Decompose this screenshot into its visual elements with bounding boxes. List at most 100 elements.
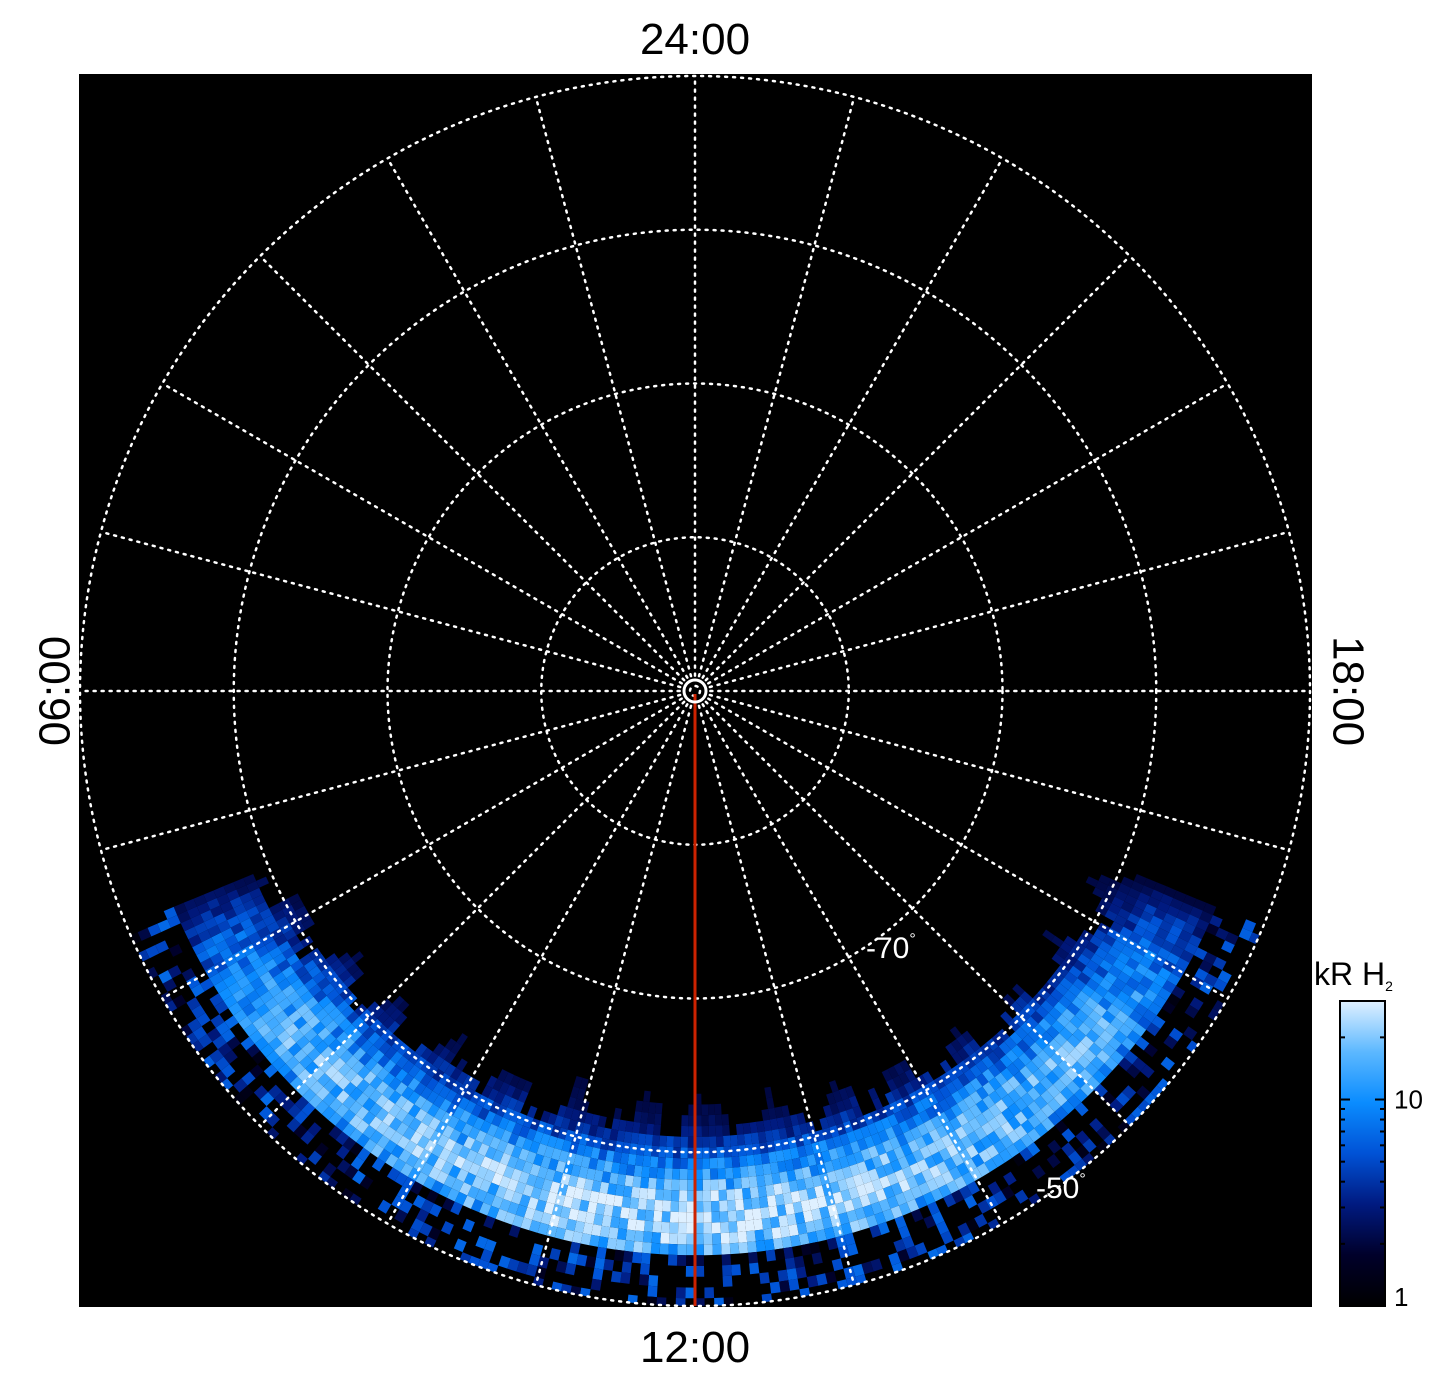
emission-cell [554,1227,566,1240]
emission-cell [432,1043,445,1056]
emission-cell [264,958,278,972]
emission-cell [266,921,280,934]
emission-cell [351,1016,365,1030]
emission-cell [276,1030,291,1044]
emission-cell [1088,1010,1102,1024]
emission-cell [768,1151,778,1164]
emission-cell [475,1130,487,1144]
emission-cell [526,1105,538,1119]
emission-cell [471,1175,484,1190]
emission-cell [375,1107,389,1122]
emission-cell [1038,1018,1052,1032]
emission-cell [314,1142,329,1157]
emission-cell [259,971,273,984]
emission-cell [533,1153,544,1167]
emission-cell [453,1238,467,1253]
emission-cell [1046,1153,1061,1169]
emission-cell [757,1185,767,1198]
emission-cell [426,1077,439,1091]
emission-cell [585,1255,597,1269]
emission-cell [395,1068,408,1082]
emission-cell [841,1166,853,1179]
emission-cell [464,1100,477,1114]
emission-cell [856,1161,868,1174]
emission-cell [576,1088,586,1101]
emission-cell [902,1235,915,1249]
emission-cell [334,982,348,995]
emission-cell [815,1129,826,1142]
emission-cell [879,1175,891,1189]
emission-cell [640,1112,649,1124]
emission-cell [241,963,255,976]
emission-cell [804,1143,814,1156]
emission-cell [438,1059,451,1073]
emission-cell [1209,915,1223,928]
emission-cell [1121,1037,1136,1051]
emission-cell [1119,926,1133,939]
emission-cell [445,1089,458,1103]
emission-cell [950,1103,963,1118]
emission-cell [375,1094,389,1108]
emission-cell [1110,1017,1124,1031]
emission-cell [1143,903,1157,916]
emission-cell [712,1243,722,1255]
emission-cell [590,1114,601,1127]
emission-cell [736,1220,747,1233]
emission-cell [1132,924,1147,937]
emission-cell [1063,990,1077,1003]
emission-cell [450,1080,463,1094]
emission-cell [752,1143,761,1155]
emission-cell [663,1179,672,1191]
emission-cell [1031,1164,1046,1180]
emission-cell [1203,952,1217,966]
emission-cell [1032,1068,1046,1082]
emission-cell [201,937,216,950]
emission-cell [957,1222,971,1237]
emission-cell [313,990,327,1003]
emission-cell [241,1071,256,1086]
emission-cell [295,984,309,998]
emission-cell [352,1170,366,1185]
emission-cell [927,1201,940,1216]
emission-cell [774,1106,784,1119]
emission-cell [383,1059,396,1073]
emission-cell [840,1189,852,1202]
emission-cell [788,1278,800,1291]
emission-cell [994,1059,1007,1073]
emission-cell [1183,1026,1198,1041]
emission-cell [695,1115,702,1127]
emission-cell [492,1078,504,1092]
emission-cell [408,1117,422,1132]
emission-cell [920,1097,932,1110]
emission-cell [329,1084,344,1099]
emission-cell [491,1172,504,1186]
emission-cell [546,1191,558,1205]
emission-cell [1076,990,1090,1004]
emission-cell [282,984,296,998]
emission-cell [1165,932,1179,945]
emission-cell [1113,1030,1127,1044]
emission-cell [622,1250,634,1263]
emission-cell [886,1078,898,1092]
emission-cell [760,1207,770,1219]
emission-cell [867,1191,879,1205]
emission-cell [590,1278,602,1291]
emission-cell [695,1244,704,1256]
emission-cell [846,1108,857,1121]
emission-cell [661,1211,671,1223]
emission-cell [1094,1036,1108,1050]
emission-cell [1027,1100,1041,1115]
emission-cell [1051,935,1064,948]
emission-cell [597,1192,608,1205]
emission-cell [268,965,282,978]
emission-cell [653,1210,663,1222]
emission-cell [262,914,276,927]
emission-cell [335,1131,350,1146]
emission-cell [286,1118,301,1133]
emission-cell [993,1139,1007,1154]
emission-cell [264,997,279,1011]
emission-cell [756,1120,765,1133]
emission-cell [280,1097,295,1112]
emission-cell [591,1224,602,1237]
emission-cell [354,1034,368,1048]
